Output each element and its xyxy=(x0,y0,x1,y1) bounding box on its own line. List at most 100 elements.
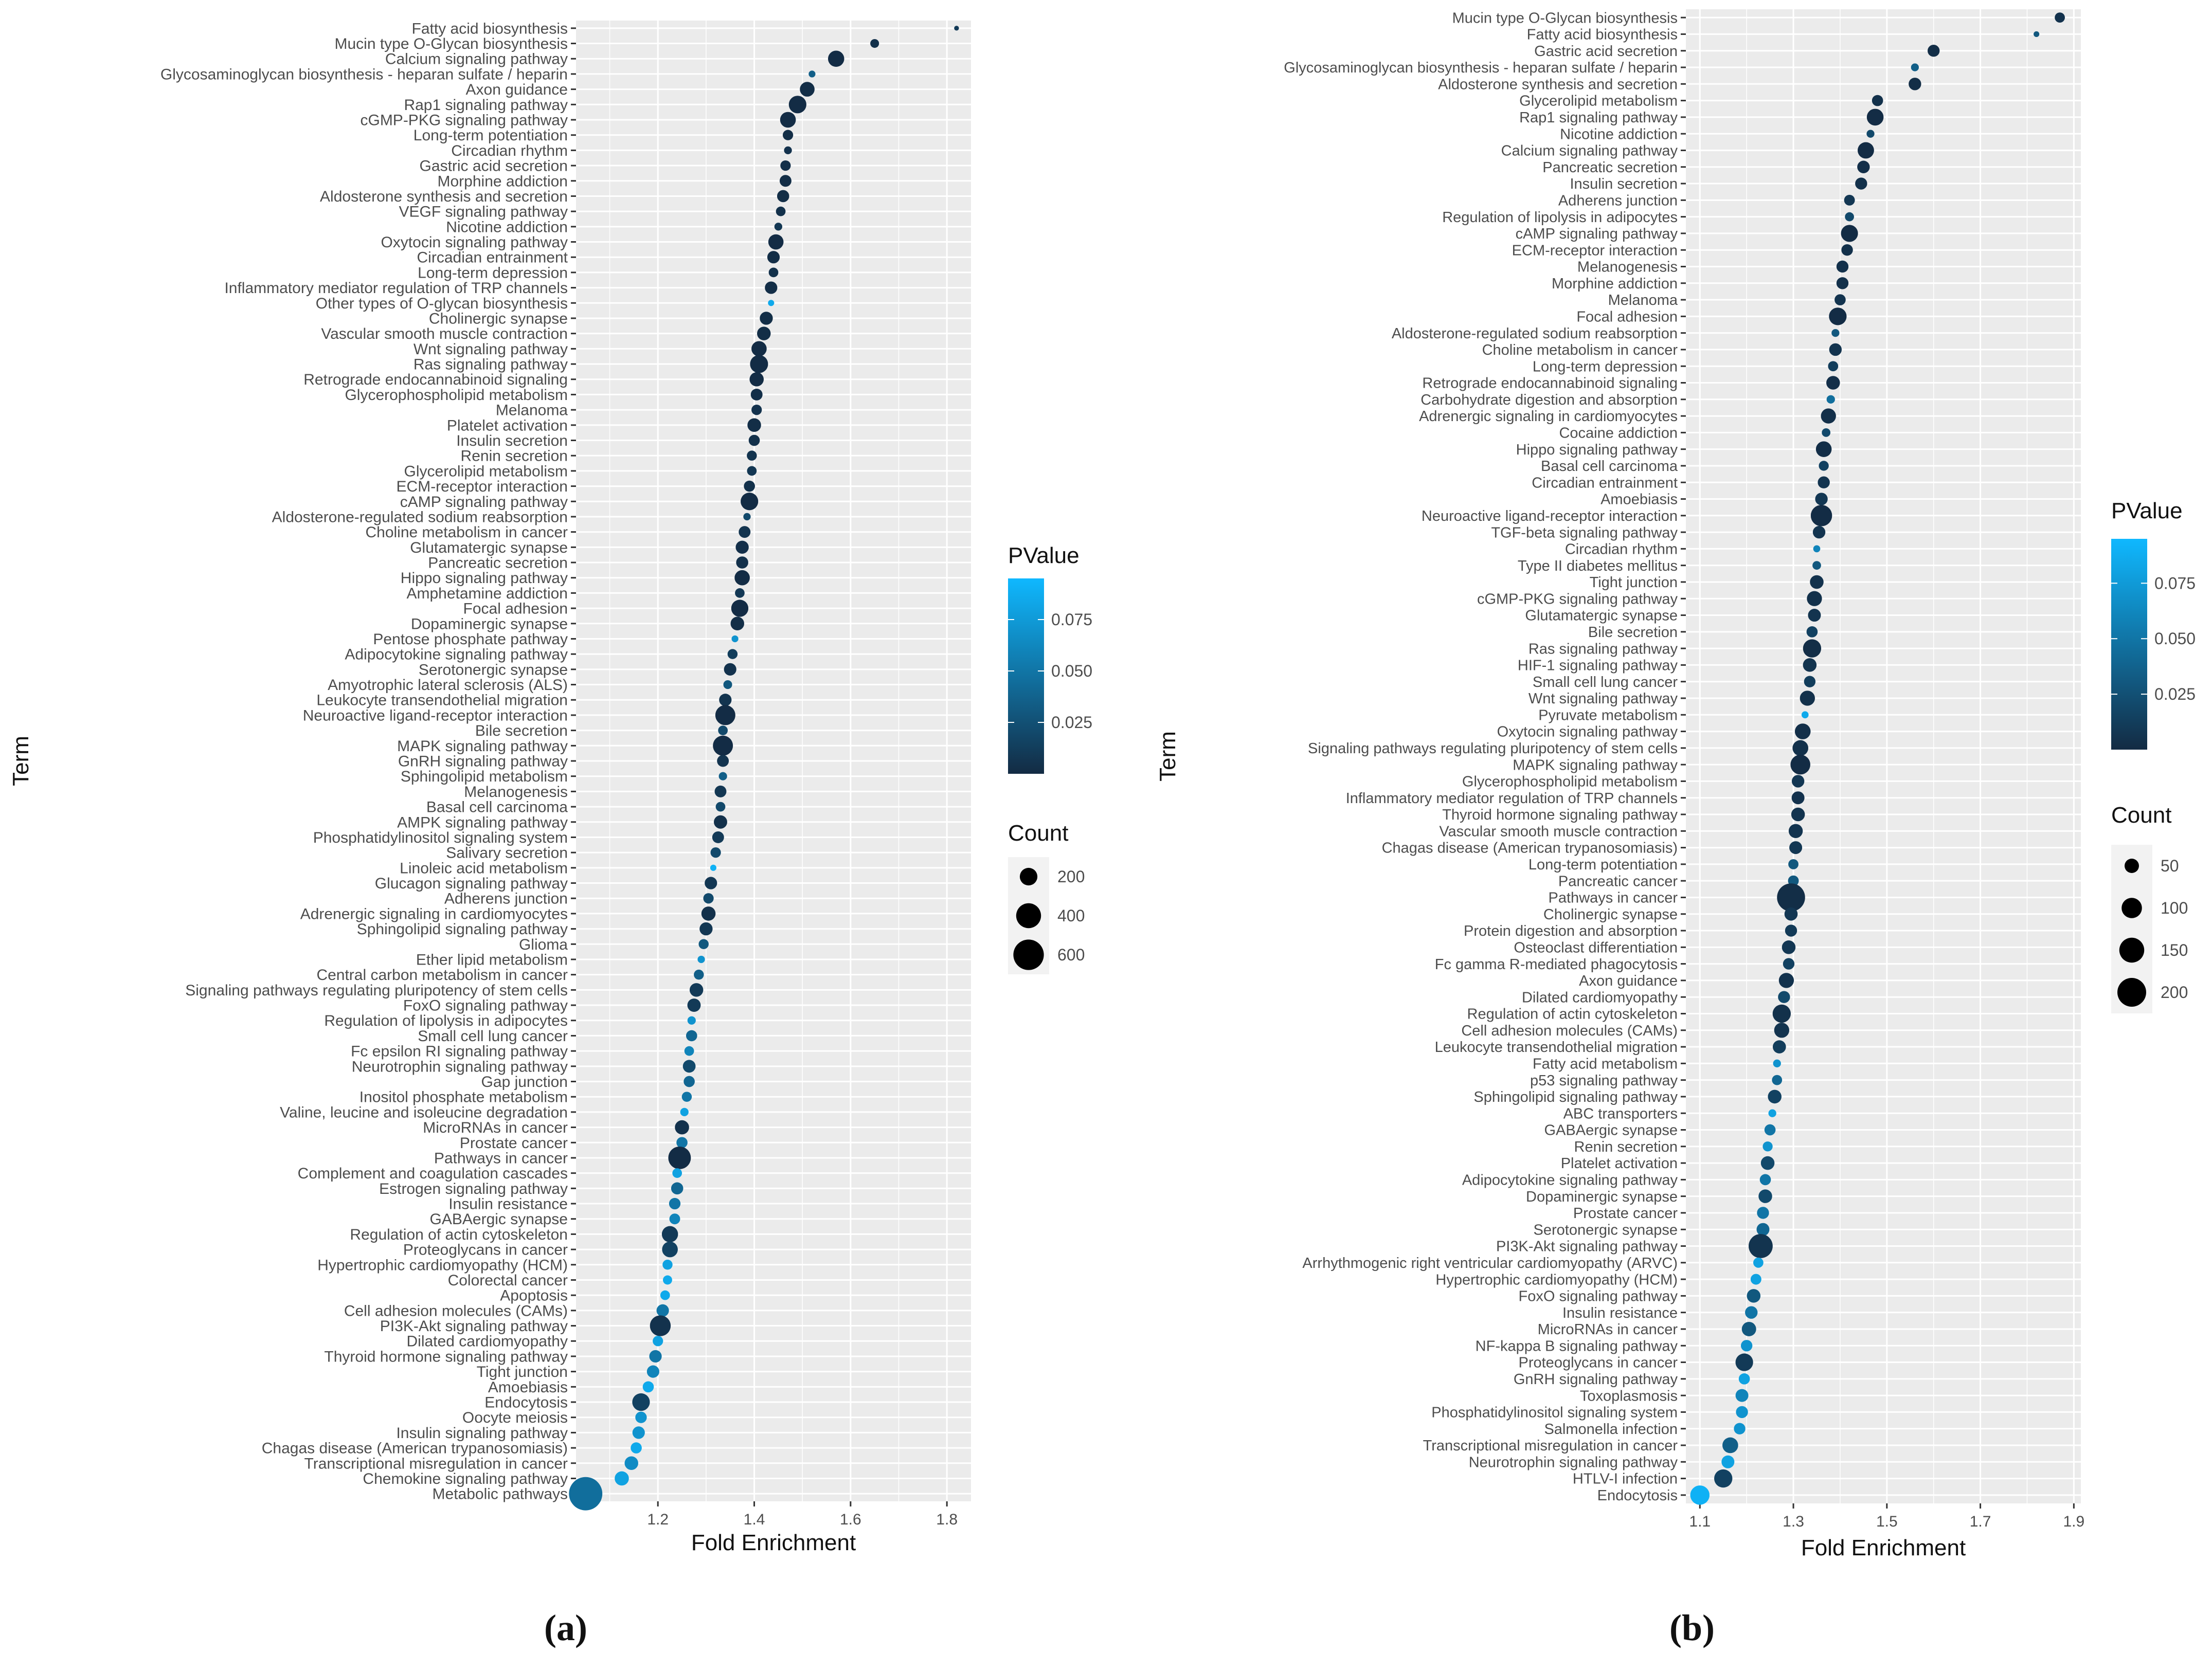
data-point xyxy=(697,955,705,964)
data-point xyxy=(735,588,745,598)
data-point xyxy=(680,1107,689,1117)
term-label: FoxO signaling pathway xyxy=(1519,1288,1678,1305)
data-point xyxy=(1911,63,1919,71)
data-point xyxy=(751,404,762,415)
data-point xyxy=(615,1471,629,1486)
data-point xyxy=(747,418,761,432)
data-point xyxy=(1804,676,1816,687)
term-label: Insulin signaling pathway xyxy=(396,1425,568,1442)
term-label: MAPK signaling pathway xyxy=(1513,757,1678,773)
term-label: Morphine addiction xyxy=(1552,276,1678,292)
data-point xyxy=(649,1350,662,1363)
data-point xyxy=(747,450,757,461)
term-label: Endocytosis xyxy=(1597,1487,1678,1504)
data-point xyxy=(1690,1485,1710,1505)
term-label: Glycerolipid metabolism xyxy=(1519,93,1678,110)
term-label: Signaling pathways regulating pluripoten… xyxy=(1308,740,1678,757)
term-label: Amphetamine addiction xyxy=(406,585,568,602)
data-point xyxy=(1741,1321,1756,1336)
term-label: Vascular smooth muscle contraction xyxy=(321,325,568,342)
data-point xyxy=(1826,376,1840,390)
data-point xyxy=(710,864,716,871)
data-point xyxy=(1836,260,1849,273)
data-point xyxy=(1822,428,1831,437)
data-point xyxy=(1829,343,1842,356)
term-label: Small cell lung cancer xyxy=(418,1028,568,1045)
count-legend-dot xyxy=(2121,898,2142,918)
term-label: TGF-beta signaling pathway xyxy=(1491,524,1678,541)
data-point xyxy=(1784,907,1798,921)
data-point xyxy=(1773,1059,1781,1068)
count-legend-dot xyxy=(2125,859,2139,873)
term-label: Complement and coagulation cascades xyxy=(298,1165,568,1182)
data-point xyxy=(743,513,751,521)
data-point xyxy=(747,466,757,476)
term-label: FoxO signaling pathway xyxy=(403,997,568,1014)
data-point xyxy=(717,755,729,767)
term-label: Estrogen signaling pathway xyxy=(379,1180,568,1197)
data-point xyxy=(624,1456,638,1470)
x-tick-label: 1.1 xyxy=(1689,1513,1711,1530)
data-point xyxy=(779,175,792,187)
data-point xyxy=(569,1477,603,1511)
term-label: Axon guidance xyxy=(466,81,568,98)
term-label: Pathways in cancer xyxy=(1549,890,1678,906)
data-point xyxy=(1829,307,1847,325)
data-point xyxy=(1768,1089,1782,1104)
data-point xyxy=(1815,441,1832,457)
data-point xyxy=(1794,723,1811,739)
data-point xyxy=(1792,740,1808,756)
term-label: p53 signaling pathway xyxy=(1530,1073,1678,1089)
count-legend-title: Count xyxy=(1008,821,1068,846)
y-axis-title: Term xyxy=(8,736,33,786)
data-point xyxy=(954,26,959,31)
data-point xyxy=(642,1381,654,1393)
term-label: Cholinergic synapse xyxy=(1543,906,1678,923)
data-point xyxy=(727,649,738,659)
data-point xyxy=(668,1146,691,1169)
data-point xyxy=(1806,626,1818,638)
term-label: Pancreatic secretion xyxy=(428,555,568,572)
pvalue-legend-label: 0.050 xyxy=(1051,662,1092,680)
term-label: Nicotine addiction xyxy=(446,219,568,235)
data-point xyxy=(1800,691,1815,706)
pvalue-legend-title: PValue xyxy=(1008,543,1080,568)
term-label: GABAergic synapse xyxy=(1544,1122,1678,1139)
term-label: Bile secretion xyxy=(475,722,568,739)
data-point xyxy=(808,70,816,78)
data-point xyxy=(631,1442,642,1454)
count-legend-dot xyxy=(1019,867,1038,886)
data-point xyxy=(730,616,745,631)
data-point xyxy=(1841,244,1853,256)
data-point xyxy=(1808,609,1821,622)
term-label: Rap1 signaling pathway xyxy=(1519,110,1678,126)
term-label: Phosphatidylinositol signaling system xyxy=(1431,1405,1678,1421)
term-label: Basal cell carcinoma xyxy=(426,799,568,816)
term-label: Fatty acid biosynthesis xyxy=(412,20,568,37)
term-label: Chemokine signaling pathway xyxy=(363,1470,568,1487)
term-label: Regulation of actin cytoskeleton xyxy=(350,1226,568,1243)
count-legend-label: 50 xyxy=(2161,857,2179,875)
data-point xyxy=(632,1393,650,1411)
term-label: HTLV-I infection xyxy=(1573,1471,1678,1487)
data-point xyxy=(672,1168,682,1178)
term-label: ECM-receptor interaction xyxy=(1512,242,1678,259)
term-label: Metabolic pathways xyxy=(433,1486,568,1503)
data-point xyxy=(735,540,749,554)
count-legend-dot xyxy=(2119,937,2145,963)
term-label: Cocaine addiction xyxy=(1559,425,1678,442)
data-point xyxy=(1909,78,1921,90)
data-point xyxy=(656,1304,669,1317)
data-point xyxy=(750,355,768,373)
term-label: Focal adhesion xyxy=(463,601,568,617)
pvalue-legend-label: 0.075 xyxy=(2154,574,2196,592)
panel-a: 1.2 1.4 1.6 1.8 Fatty acid biosynthesisMucin… xyxy=(8,20,1092,1648)
term-label: Pathways in cancer xyxy=(434,1150,568,1167)
term-label: Sphingolipid signaling pathway xyxy=(357,921,568,938)
data-point xyxy=(660,1290,670,1300)
term-label: Vascular smooth muscle contraction xyxy=(1439,823,1678,840)
term-label: Amyotrophic lateral sclerosis (ALS) xyxy=(328,677,568,694)
data-point xyxy=(1866,130,1875,138)
term-label: Axon guidance xyxy=(1579,973,1678,989)
